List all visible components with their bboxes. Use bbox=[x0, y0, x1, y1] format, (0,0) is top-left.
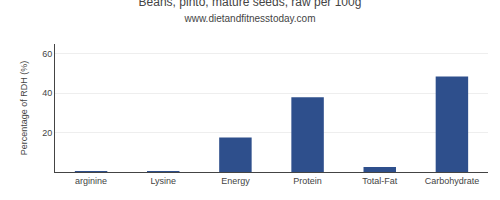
svg-text:Protein: Protein bbox=[293, 176, 322, 186]
svg-text:Total-Fat: Total-Fat bbox=[362, 176, 398, 186]
svg-text:Beans, pinto, mature seeds, ra: Beans, pinto, mature seeds, raw per 100g… bbox=[139, 0, 362, 24]
svg-text:40: 40 bbox=[42, 88, 52, 98]
svg-text:Energy: Energy bbox=[221, 176, 250, 186]
svg-text:Lysine: Lysine bbox=[150, 176, 176, 186]
svg-text:Carbohydrate: Carbohydrate bbox=[425, 176, 480, 186]
svg-text:Percentage of RDH (%): Percentage of RDH (%) bbox=[19, 61, 29, 156]
svg-text:20: 20 bbox=[42, 128, 52, 138]
svg-text:arginine: arginine bbox=[75, 176, 107, 186]
svg-text:60: 60 bbox=[42, 49, 52, 59]
